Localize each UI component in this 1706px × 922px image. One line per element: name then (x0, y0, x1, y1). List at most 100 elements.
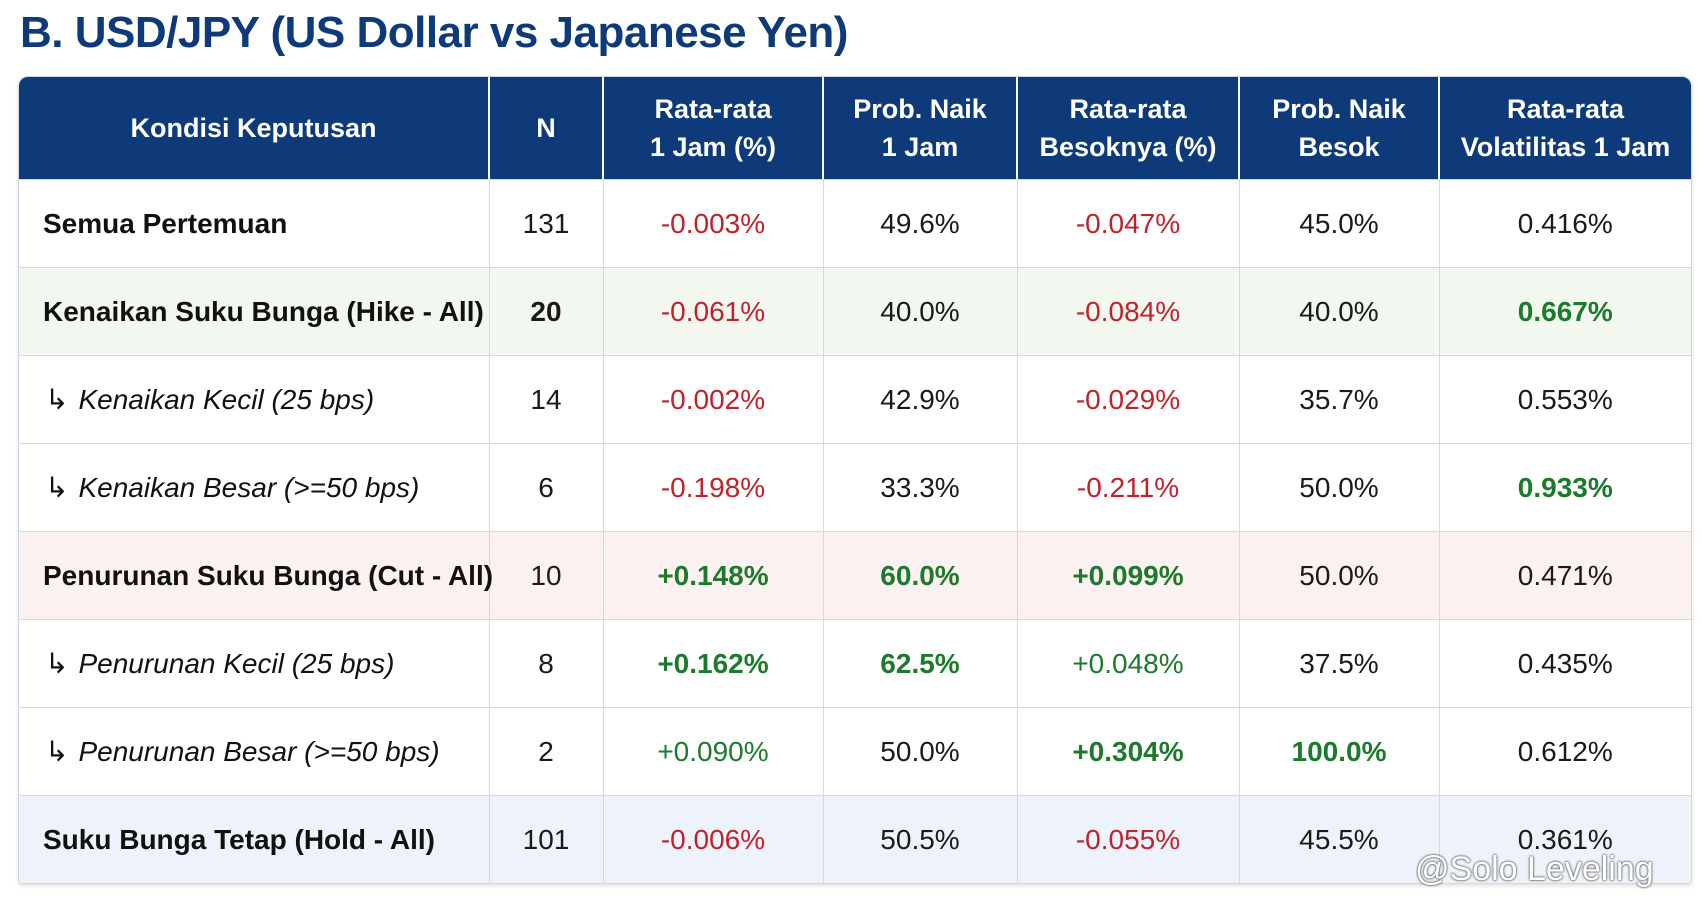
column-header: Rata-rata Volatilitas 1 Jam (1439, 77, 1691, 180)
table-cell: -0.084% (1017, 267, 1240, 356)
table-row: Penurunan Suku Bunga (Cut - All) 10 +0.148… (19, 531, 1691, 620)
column-header-line: Rata-rata (1069, 94, 1187, 124)
table-cell: 0.933% (1439, 443, 1691, 532)
table-cell: 50.0% (1239, 443, 1440, 532)
table-cell: -0.047% (1017, 179, 1240, 268)
table-cell: 37.5% (1239, 619, 1440, 708)
table-cell: 101 (489, 795, 604, 883)
row-label: Kenaikan Suku Bunga (Hike - All) (19, 267, 490, 356)
table-row: Semua Pertemuan 131 -0.003% 49.6% -0.047% 45.… (19, 179, 1691, 268)
table-cell: 40.0% (1239, 267, 1440, 356)
page-title: B. USD/JPY (US Dollar vs Japanese Yen) (20, 8, 848, 57)
table-cell: 100.0% (1239, 707, 1440, 796)
table-cell: 49.6% (823, 179, 1018, 268)
row-label-text: Penurunan Besar (>=50 bps) (78, 736, 440, 767)
column-header: Prob. Naik 1 Jam (823, 77, 1018, 180)
table-cell: 14 (489, 355, 604, 444)
table-cell: +0.090% (603, 707, 824, 796)
table-cell: 20 (489, 267, 604, 356)
row-label-text: Semua Pertemuan (43, 207, 288, 239)
column-header-line: Kondisi Keputusan (130, 113, 377, 143)
table-cell: 6 (489, 443, 604, 532)
table-cell: 8 (489, 619, 604, 708)
table-body: Semua Pertemuan 131 -0.003% 49.6% -0.047% 45.… (19, 179, 1691, 883)
column-header-line: Prob. Naik (1272, 94, 1406, 124)
table-cell: +0.162% (603, 619, 824, 708)
results-table: Kondisi Keputusan N Rata-rata 1 Jam (%) Prob… (18, 76, 1692, 884)
row-label: ↳ Penurunan Kecil (25 bps) (19, 619, 490, 708)
row-label-text: Suku Bunga Tetap (Hold - All) (43, 823, 435, 855)
column-header-line: Rata-rata (654, 94, 772, 124)
column-header-line: N (536, 113, 556, 143)
table-cell: 0.667% (1439, 267, 1691, 356)
table-cell: 40.0% (823, 267, 1018, 356)
table-cell: -0.198% (603, 443, 824, 532)
column-header-line: Volatilitas 1 Jam (1460, 132, 1671, 162)
row-label-text: Kenaikan Besar (>=50 bps) (78, 472, 420, 503)
table-cell: 33.3% (823, 443, 1018, 532)
table-cell: 50.0% (823, 707, 1018, 796)
table-cell: -0.003% (603, 179, 824, 268)
table-row: ↳ Penurunan Besar (>=50 bps) 2 +0.090% 50.0%… (19, 707, 1691, 796)
table-cell: 35.7% (1239, 355, 1440, 444)
row-label: ↳ Penurunan Besar (>=50 bps) (19, 707, 490, 796)
subcategory-arrow-icon: ↳ (45, 648, 69, 679)
table-cell: 62.5% (823, 619, 1018, 708)
table-cell: 0.553% (1439, 355, 1691, 444)
table-cell: +0.048% (1017, 619, 1240, 708)
subcategory-arrow-icon: ↳ (45, 736, 69, 767)
table-cell: 42.9% (823, 355, 1018, 444)
table-header-row: Kondisi Keputusan N Rata-rata 1 Jam (%) Prob… (19, 77, 1691, 180)
column-header-line: Prob. Naik (853, 94, 987, 124)
table-row: ↳ Kenaikan Besar (>=50 bps) 6 -0.198% 33.3% -… (19, 443, 1691, 532)
column-header: Kondisi Keputusan (19, 77, 490, 180)
table-cell: 45.0% (1239, 179, 1440, 268)
table-cell: +0.304% (1017, 707, 1240, 796)
row-label-text: Penurunan Suku Bunga (Cut - All) (43, 559, 494, 591)
table-cell: -0.055% (1017, 795, 1240, 883)
table-cell: +0.148% (603, 531, 824, 620)
table-cell: 60.0% (823, 531, 1018, 620)
column-header-line: 1 Jam (%) (649, 132, 777, 162)
table-cell: 131 (489, 179, 604, 268)
row-label: Suku Bunga Tetap (Hold - All) (19, 795, 490, 883)
watermark: @Solo Leveling (1415, 850, 1654, 888)
column-header: Rata-rata Besoknya (%) (1017, 77, 1240, 180)
table-cell: -0.002% (603, 355, 824, 444)
subcategory-arrow-icon: ↳ (45, 384, 69, 415)
subcategory-arrow-icon: ↳ (45, 472, 69, 503)
table-cell: -0.006% (603, 795, 824, 883)
table-row: Kenaikan Suku Bunga (Hike - All) 20 -0.061… (19, 267, 1691, 356)
column-header-line: Besok (1298, 132, 1380, 162)
table-cell: -0.061% (603, 267, 824, 356)
column-header: Rata-rata 1 Jam (%) (603, 77, 824, 180)
table-cell: 45.5% (1239, 795, 1440, 883)
table-row: ↳ Kenaikan Kecil (25 bps) 14 -0.002% 42.9% -0… (19, 355, 1691, 444)
row-label-text: Kenaikan Kecil (25 bps) (78, 384, 375, 415)
row-label: ↳ Kenaikan Besar (>=50 bps) (19, 443, 490, 532)
table-cell: 0.612% (1439, 707, 1691, 796)
column-header: Prob. Naik Besok (1239, 77, 1440, 180)
column-header-line: Rata-rata (1506, 94, 1625, 124)
table-cell: 0.416% (1439, 179, 1691, 268)
table-cell: -0.211% (1017, 443, 1240, 532)
column-header: N (489, 77, 604, 180)
row-label: ↳ Kenaikan Kecil (25 bps) (19, 355, 490, 444)
table-row: ↳ Penurunan Kecil (25 bps) 8 +0.162% 62.5% +0… (19, 619, 1691, 708)
table-cell: +0.099% (1017, 531, 1240, 620)
row-label: Semua Pertemuan (19, 179, 490, 268)
row-label-text: Penurunan Kecil (25 bps) (78, 648, 395, 679)
table-cell: 50.5% (823, 795, 1018, 883)
column-header-line: Besoknya (%) (1039, 132, 1217, 162)
column-header-line: 1 Jam (881, 132, 959, 162)
table-cell: 0.435% (1439, 619, 1691, 708)
table-cell: 0.471% (1439, 531, 1691, 620)
table-cell: 10 (489, 531, 604, 620)
table-row: Suku Bunga Tetap (Hold - All) 101 -0.006% 5… (19, 795, 1691, 883)
row-label-text: Kenaikan Suku Bunga (Hike - All) (43, 295, 484, 327)
table-cell: 2 (489, 707, 604, 796)
table-cell: 0.361% (1439, 795, 1691, 883)
table-cell: -0.029% (1017, 355, 1240, 444)
table-cell: 50.0% (1239, 531, 1440, 620)
row-label: Penurunan Suku Bunga (Cut - All) (19, 531, 493, 620)
